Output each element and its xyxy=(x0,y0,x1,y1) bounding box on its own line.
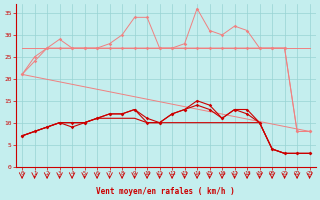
X-axis label: Vent moyen/en rafales ( km/h ): Vent moyen/en rafales ( km/h ) xyxy=(96,187,235,196)
